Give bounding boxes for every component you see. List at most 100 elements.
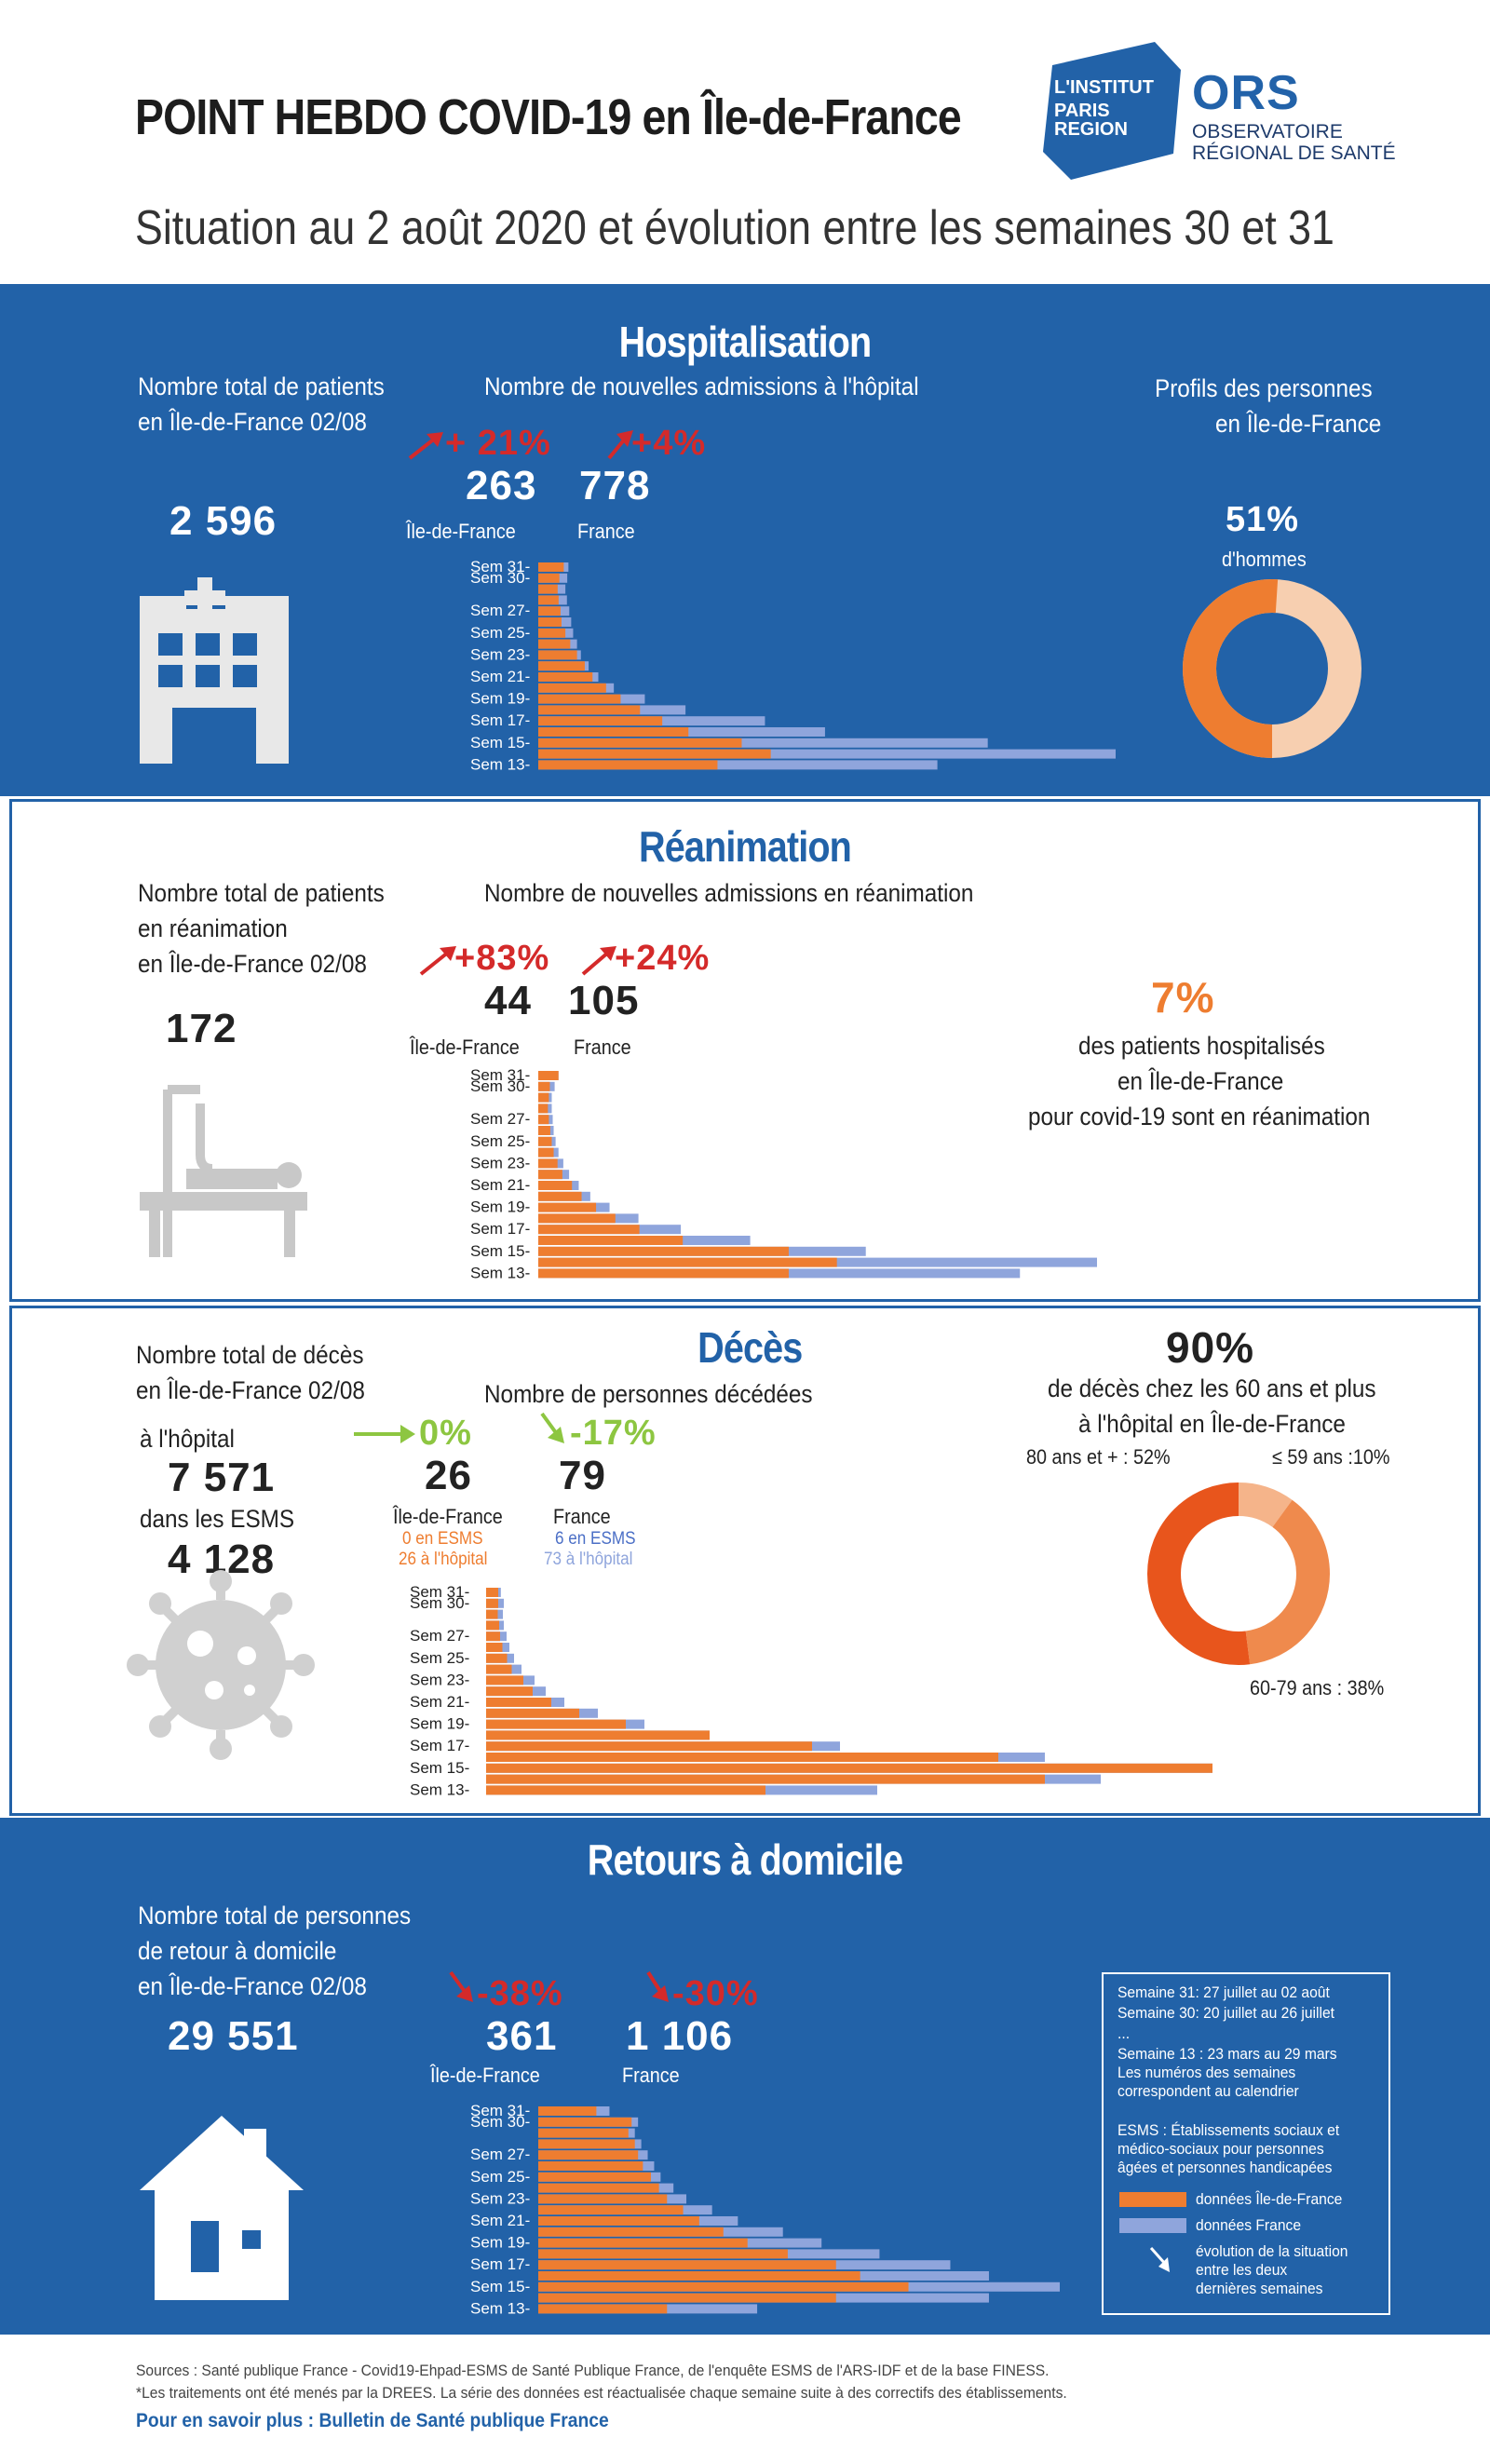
- retours-idf-down-arrow-icon: [449, 1970, 467, 1995]
- retours-total-label-2: de retour à domicile: [138, 1937, 337, 1965]
- deces-fr-lbl: France: [553, 1505, 611, 1528]
- bar-france: [538, 760, 938, 770]
- bar-idf: [486, 1719, 626, 1729]
- bar-idf: [538, 1126, 550, 1135]
- rea-panel: [9, 799, 1481, 1302]
- week-tick-label: Sem 13-: [470, 1264, 530, 1281]
- institut-logo: L'INSTITUT PARIS REGION: [1043, 42, 1181, 180]
- deces-title: Décès: [698, 1323, 803, 1372]
- hosp-fr-val: 778: [579, 463, 651, 508]
- bar-idf: [538, 2150, 639, 2160]
- bar-idf: [538, 1268, 789, 1279]
- logo-line-1: L'INSTITUT: [1054, 77, 1154, 98]
- bar-france: [538, 738, 988, 748]
- hosp-idf-lbl: Île-de-France: [406, 520, 516, 543]
- bar-idf: [538, 1225, 640, 1235]
- bar-idf: [538, 1213, 616, 1224]
- retours-idf-lbl: Île-de-France: [430, 2064, 540, 2087]
- deces-new-label: Nombre de personnes décédées: [484, 1380, 813, 1408]
- house-icon: [140, 2116, 304, 2300]
- donut-6079: [1147, 1482, 1330, 1665]
- week-tick-label: Sem 27-: [470, 602, 530, 619]
- bar-idf: [538, 2271, 860, 2281]
- bar-idf: [486, 1774, 1045, 1784]
- week-tick-label: Sem 13-: [410, 1780, 469, 1798]
- rea-total: 172: [166, 1006, 237, 1051]
- week-tick-label: Sem 25-: [470, 2168, 530, 2186]
- deces-fr-down-arrow-icon: [540, 1412, 559, 1436]
- bar-idf: [538, 1136, 552, 1146]
- week-tick-label: Sem 31-: [410, 1583, 469, 1601]
- bar-idf: [538, 2249, 788, 2259]
- retours-fr-lbl: France: [622, 2064, 680, 2087]
- bar-idf: [486, 1785, 765, 1795]
- bar-idf: [538, 705, 641, 715]
- rea-bar-chart: Sem 31-Sem 30- Sem 27- Sem 25- Sem 23- Sem 2…: [470, 1066, 1097, 1281]
- bar-idf: [538, 1092, 549, 1103]
- week-tick-label: Sem 17-: [470, 1220, 530, 1238]
- age-donut: [1147, 1482, 1330, 1665]
- retours-total-label-1: Nombre total de personnes: [138, 1902, 412, 1929]
- bar-idf: [538, 2227, 724, 2237]
- deces-total-label-2: en Île-de-France 02/08: [136, 1376, 365, 1404]
- donut-men: [1183, 579, 1361, 758]
- legend-esms-2: médico-sociaux pour personnes: [1118, 2140, 1324, 2158]
- bar-idf: [486, 1675, 523, 1686]
- bar-idf: [538, 727, 689, 737]
- legend-line-2: Semaine 30: 20 juillet au 26 juillet: [1118, 2004, 1335, 2022]
- hosp-fr-pct: +4%: [631, 424, 707, 463]
- deces-age-label-1: de décès chez les 60 ans et plus: [1048, 1374, 1376, 1402]
- deces-idf-lbl: Île-de-France: [393, 1505, 503, 1528]
- bar-idf: [538, 1115, 549, 1125]
- week-tick-label: Sem 15-: [410, 1759, 469, 1777]
- rea-share-label-2: en Île-de-France: [1118, 1067, 1284, 1095]
- legend-evol-3: dernières semaines: [1196, 2280, 1323, 2297]
- rea-fr-lbl: France: [574, 1036, 631, 1059]
- page-subtitle: Situation au 2 août 2020 et évolution en…: [135, 201, 1334, 255]
- bar-idf: [538, 573, 560, 583]
- week-tick-label: Sem 31-: [470, 2102, 530, 2119]
- week-tick-label: Sem 17-: [470, 2255, 530, 2273]
- bar-idf: [486, 1686, 533, 1697]
- week-tick-label: Sem 21-: [470, 2212, 530, 2229]
- deces-age-80: 80 ans et + : 52%: [1026, 1445, 1171, 1469]
- deces-idf-hop: 26 à l'hôpital: [399, 1550, 488, 1569]
- rea-fr-pct: +24%: [615, 939, 711, 978]
- week-tick-label: Sem 19-: [470, 1198, 530, 1216]
- week-tick-label: Sem 19-: [410, 1715, 469, 1733]
- deces-fr-hop: 73 à l'hôpital: [544, 1550, 633, 1569]
- hosp-total-label-2: en Île-de-France 02/08: [138, 408, 367, 436]
- ors-logo-line-2: RÉGIONAL DE SANTÉ: [1192, 142, 1396, 164]
- deces-bar-chart: Sem 31-Sem 30- Sem 27- Sem 25- Sem 23- Sem 2…: [410, 1583, 1212, 1798]
- bar-idf: [538, 2304, 668, 2314]
- footer-link[interactable]: Pour en savoir plus : Bulletin de Santé …: [136, 2410, 609, 2431]
- week-tick-label: Sem 13-: [470, 755, 530, 773]
- bar-idf: [538, 672, 593, 682]
- deces-arrows: [354, 1412, 564, 1443]
- bar-idf: [486, 1753, 998, 1762]
- week-tick-label: Sem 23-: [470, 645, 530, 663]
- retours-total-label-3: en Île-de-France 02/08: [138, 1972, 367, 2000]
- legend-idf: données Île-de-France: [1196, 2190, 1343, 2208]
- bar-idf: [538, 716, 663, 726]
- hosp-men-pct: 51%: [1226, 500, 1300, 539]
- bar-idf: [486, 1631, 500, 1642]
- bar-idf: [538, 760, 718, 770]
- bar-idf: [538, 694, 621, 704]
- bar-idf: [486, 1763, 1212, 1773]
- week-tick-label: Sem 27-: [470, 2146, 530, 2163]
- bar-idf: [538, 1236, 684, 1245]
- week-tick-label: Sem 15-: [470, 1242, 530, 1260]
- week-tick-label: Sem 19-: [470, 2234, 530, 2252]
- bar-idf: [486, 1664, 512, 1674]
- bar-idf: [538, 2106, 597, 2116]
- legend-line-6: correspondent au calendrier: [1118, 2082, 1299, 2100]
- bar-idf: [538, 639, 571, 649]
- week-tick-label: Sem 23-: [470, 2189, 530, 2207]
- retours-fr-val: 1 106: [626, 2013, 734, 2059]
- bar-idf: [538, 2194, 668, 2204]
- rea-share-label-1: des patients hospitalisés: [1078, 1032, 1325, 1060]
- week-tick-label: Sem 25-: [470, 624, 530, 642]
- week-tick-label: Sem 17-: [410, 1737, 469, 1754]
- bar-idf: [486, 1598, 498, 1608]
